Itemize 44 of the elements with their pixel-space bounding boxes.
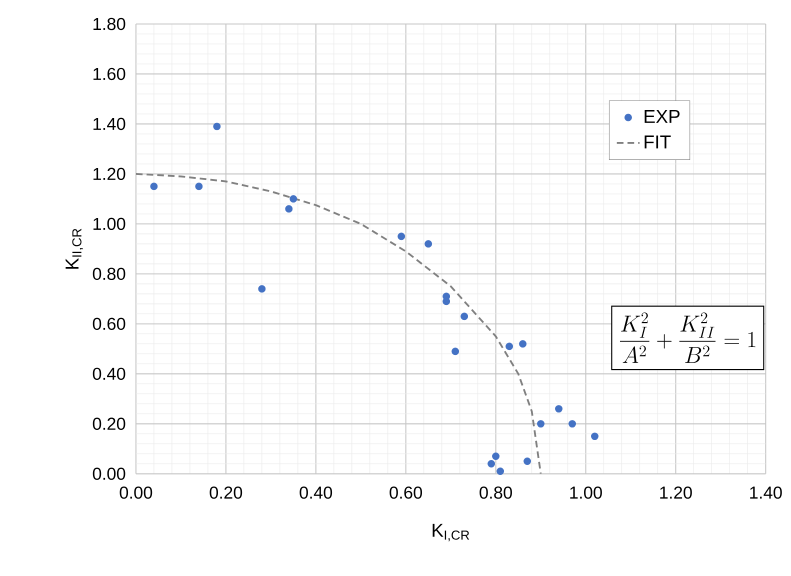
point bbox=[452, 347, 460, 355]
x-tick-label: 1.20 bbox=[660, 486, 692, 499]
x-axis-title: K$_{I,CR}$ bbox=[432, 524, 470, 542]
y-tick-label: 0.40 bbox=[92, 367, 126, 380]
y-tick-label: 1.20 bbox=[94, 168, 126, 180]
point bbox=[537, 420, 545, 428]
legend-label: EXP bbox=[644, 110, 680, 123]
point bbox=[492, 452, 500, 460]
y-tick-label: 1.80 bbox=[94, 18, 126, 30]
point bbox=[285, 204, 293, 212]
x-tick-label: 0.40 bbox=[300, 486, 332, 499]
point bbox=[460, 312, 468, 320]
point bbox=[150, 182, 158, 190]
y-tick-label: 0.00 bbox=[92, 467, 126, 480]
y-tick-label: 1.60 bbox=[94, 68, 126, 80]
legend-label: FIT bbox=[644, 135, 671, 148]
y-tick-label: 0.20 bbox=[92, 417, 126, 430]
x-tick-label: 0.60 bbox=[390, 486, 422, 499]
point bbox=[258, 284, 266, 292]
x-tick-label: 0.20 bbox=[210, 486, 242, 499]
point bbox=[290, 194, 298, 202]
annotation: $\frac{K_I^2}{A^2}+\frac{K_{II}^2}{B^2}=1$ bbox=[620, 312, 756, 363]
point bbox=[488, 460, 496, 468]
y-tick-label: 1.00 bbox=[94, 218, 126, 230]
y-tick-label: 0.60 bbox=[92, 318, 126, 330]
point bbox=[213, 122, 221, 130]
x-tick-label: 1.40 bbox=[750, 486, 782, 499]
point bbox=[591, 432, 598, 440]
line-series bbox=[136, 172, 542, 474]
point bbox=[195, 182, 203, 190]
point bbox=[424, 240, 432, 248]
point bbox=[506, 342, 514, 350]
point bbox=[555, 404, 563, 412]
x-tick-label: 0.80 bbox=[480, 486, 512, 499]
point bbox=[519, 340, 527, 348]
point bbox=[496, 467, 504, 475]
x-tick-label: 0.00 bbox=[120, 486, 152, 499]
point bbox=[568, 420, 576, 428]
y-tick-label: 1.40 bbox=[94, 118, 126, 130]
y-axis-title: K$_{II,CR}$ bbox=[66, 228, 84, 269]
point bbox=[524, 457, 532, 465]
x-tick-label: 1.00 bbox=[570, 486, 602, 499]
point bbox=[398, 232, 406, 240]
y-tick-label: 0.80 bbox=[92, 268, 126, 280]
